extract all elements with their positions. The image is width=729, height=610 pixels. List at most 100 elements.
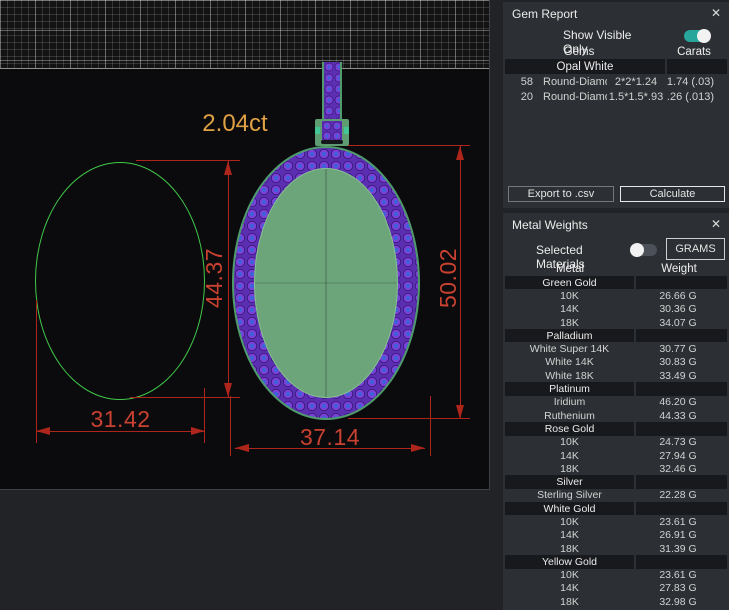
- selected-materials-toggle[interactable]: [630, 243, 657, 257]
- metal-weight: 30.83 G: [659, 356, 697, 369]
- show-visible-only-toggle[interactable]: [684, 29, 711, 43]
- bail-right-tab: [344, 127, 349, 134]
- dim-arrow-left: [36, 427, 50, 435]
- dim-ext-line: [348, 145, 470, 146]
- gem-outline-ellipse[interactable]: [35, 162, 205, 400]
- metal-name: Iridium: [553, 396, 586, 409]
- close-icon[interactable]: ✕: [710, 6, 721, 20]
- dim-ext-line: [430, 396, 431, 456]
- metal-name: 18K: [560, 462, 579, 475]
- metal-group-row[interactable]: Platinum: [505, 382, 727, 396]
- metal-weight: 33.49 G: [659, 369, 697, 382]
- metal-weight: 31.39 G: [659, 542, 697, 555]
- gem-group-spacer: [667, 59, 727, 74]
- metal-weight: 23.61 G: [659, 515, 697, 528]
- gem-carats: .26 (.013): [666, 90, 714, 103]
- metal-name: White Super 14K: [529, 343, 610, 356]
- metal-group-name: Palladium: [505, 329, 634, 343]
- metal-column-header: Metal: [555, 263, 585, 275]
- metal-row[interactable]: 18K 32.98 G: [505, 595, 727, 608]
- metal-row[interactable]: 18K 34.07 G: [505, 316, 727, 329]
- metal-group-row[interactable]: White Gold: [505, 502, 727, 516]
- dim-line-pendant-height: [460, 146, 461, 419]
- metal-row[interactable]: Ruthenium 44.33 G: [505, 409, 727, 422]
- metal-weight: 23.61 G: [659, 569, 697, 582]
- metal-name: 10K: [560, 569, 579, 582]
- metal-group-spacer: [636, 555, 727, 569]
- metal-row[interactable]: 10K 24.73 G: [505, 436, 727, 449]
- construction-grid: [0, 0, 489, 69]
- metal-row[interactable]: 10K 23.61 G: [505, 569, 727, 582]
- gem-group-row[interactable]: Opal White: [505, 59, 727, 74]
- metal-row[interactable]: 10K 26.66 G: [505, 289, 727, 302]
- bail-left-tab: [315, 127, 320, 134]
- dim-arrow-left: [235, 444, 249, 452]
- dim-line-pendant-width: [235, 448, 425, 449]
- metal-group-row[interactable]: Green Gold: [505, 276, 727, 290]
- metal-group-row[interactable]: Palladium: [505, 329, 727, 343]
- pendant-center-stone[interactable]: [254, 168, 398, 398]
- metal-name: Ruthenium: [544, 409, 595, 422]
- metal-group-row[interactable]: Rose Gold: [505, 422, 727, 436]
- metal-name: 14K: [560, 303, 579, 316]
- metal-row[interactable]: Sterling Silver 22.28 G: [505, 489, 727, 502]
- dim-arrow-right: [191, 427, 205, 435]
- dim-ext-line: [204, 388, 205, 443]
- metal-weight: 32.98 G: [659, 595, 697, 608]
- dim-ext-line: [230, 396, 231, 456]
- gem-row[interactable]: 20 Round-Diamo...1.5*1.5*.93.26 (.013): [505, 89, 727, 104]
- toggle-knob: [697, 29, 711, 43]
- calculate-button[interactable]: Calculate: [620, 186, 725, 202]
- metal-group-spacer: [636, 502, 727, 516]
- metal-group-row[interactable]: Silver: [505, 475, 727, 489]
- dim-line-outline-height: [228, 161, 229, 397]
- weight-column-header: Weight: [661, 263, 697, 275]
- dim-ext-line: [36, 300, 37, 443]
- export-csv-button[interactable]: Export to .csv: [508, 186, 614, 202]
- metal-name: 18K: [560, 542, 579, 555]
- toggle-knob: [630, 243, 644, 257]
- metal-name: Sterling Silver: [537, 489, 602, 502]
- metal-row[interactable]: 14K 27.94 G: [505, 449, 727, 462]
- metal-weight: 46.20 G: [659, 396, 697, 409]
- metal-row[interactable]: White 18K 33.49 G: [505, 369, 727, 382]
- metal-row[interactable]: White Super 14K 30.77 G: [505, 342, 727, 355]
- grams-unit-button[interactable]: GRAMS: [666, 238, 725, 260]
- metal-group-name: Green Gold: [505, 276, 634, 290]
- metal-name: 10K: [560, 515, 579, 528]
- dim-arrow-up: [224, 161, 232, 175]
- metal-name: White 18K: [545, 369, 594, 382]
- metal-weight: 44.33 G: [659, 409, 697, 422]
- metal-row[interactable]: 10K 23.61 G: [505, 515, 727, 528]
- metal-group-name: Yellow Gold: [505, 555, 634, 569]
- metal-group-spacer: [636, 422, 727, 436]
- carat-annotation: 2.04ct: [202, 110, 268, 137]
- metal-name: 14K: [560, 529, 579, 542]
- viewport-3d[interactable]: 44.37 31.42 50.02 37.14 2.04ct: [0, 0, 490, 490]
- metal-name: 18K: [560, 316, 579, 329]
- metal-row[interactable]: Iridium 46.20 G: [505, 396, 727, 409]
- metal-row[interactable]: 18K 31.39 G: [505, 542, 727, 555]
- metal-group-row[interactable]: Yellow Gold: [505, 555, 727, 569]
- metal-name: White 14K: [545, 356, 594, 369]
- pendant-bail[interactable]: [322, 62, 342, 122]
- dim-ext-line: [130, 397, 240, 398]
- dim-label-outline-height: 44.37: [201, 247, 227, 309]
- pendant-bail-base[interactable]: [315, 119, 349, 146]
- metal-row[interactable]: White 14K 30.83 G: [505, 356, 727, 369]
- show-visible-only-label: Show Visible Only: [563, 28, 632, 56]
- carats-column-header: Carats: [677, 46, 711, 58]
- metal-weight: 34.07 G: [659, 316, 697, 329]
- metal-weight: 27.83 G: [659, 582, 697, 595]
- metal-group-name: Platinum: [505, 382, 634, 396]
- gem-row[interactable]: 58 Round-Diamo... 2*2*1.24 1.74 (.03): [505, 74, 727, 89]
- metal-row[interactable]: 14K 30.36 G: [505, 303, 727, 316]
- metal-row[interactable]: 14K 26.91 G: [505, 529, 727, 542]
- close-icon[interactable]: ✕: [710, 217, 721, 231]
- metal-row[interactable]: 18K 32.46 G: [505, 462, 727, 475]
- metal-table-body: Green Gold 10K 26.66 G 14K 30.36 G 18K 34.07 G…: [505, 276, 727, 610]
- dim-label-pendant-width: 37.14: [299, 424, 361, 450]
- metal-group-spacer: [636, 475, 727, 489]
- metal-row[interactable]: 14K 27.83 G: [505, 582, 727, 595]
